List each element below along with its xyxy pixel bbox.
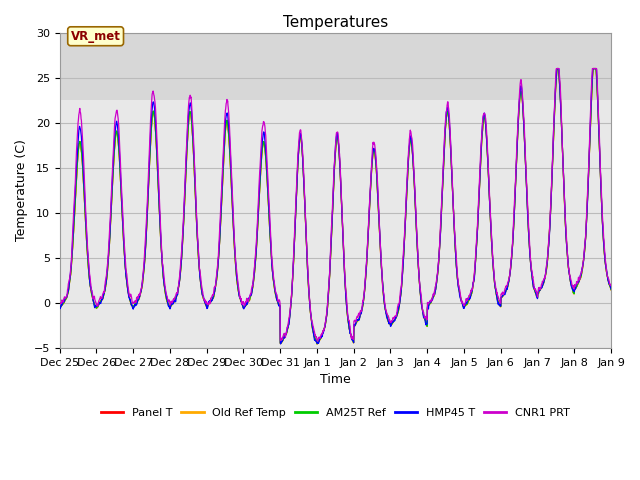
CNR1 PRT <box>607 283 615 288</box>
AM25T Ref <box>607 287 615 292</box>
AM25T Ref <box>574 280 582 286</box>
CNR1 PRT <box>364 243 371 249</box>
Line: AM25T Ref: AM25T Ref <box>60 69 611 344</box>
HMP45 T <box>351 321 359 327</box>
HMP45 T <box>574 279 582 285</box>
AM25T Ref <box>313 341 321 347</box>
HMP45 T <box>209 292 217 298</box>
AM25T Ref <box>351 322 359 327</box>
Panel T <box>554 66 561 72</box>
Title: Temperatures: Temperatures <box>283 15 388 30</box>
HMP45 T <box>607 286 615 292</box>
Panel T <box>574 280 582 286</box>
Old Ref Temp <box>607 287 615 293</box>
Panel T <box>209 295 217 300</box>
Line: Panel T: Panel T <box>60 69 611 344</box>
Text: VR_met: VR_met <box>70 30 120 43</box>
CNR1 PRT <box>314 338 322 344</box>
Line: Old Ref Temp: Old Ref Temp <box>60 69 611 344</box>
Line: HMP45 T: HMP45 T <box>60 69 611 344</box>
AM25T Ref <box>209 294 217 300</box>
AM25T Ref <box>559 156 566 162</box>
CNR1 PRT <box>496 298 504 304</box>
Old Ref Temp <box>351 322 359 328</box>
HMP45 T <box>56 304 63 310</box>
CNR1 PRT <box>559 156 566 161</box>
Legend: Panel T, Old Ref Temp, AM25T Ref, HMP45 T, CNR1 PRT: Panel T, Old Ref Temp, AM25T Ref, HMP45 … <box>97 404 574 423</box>
Panel T <box>313 341 321 347</box>
Panel T <box>351 322 359 327</box>
Old Ref Temp <box>364 248 371 253</box>
HMP45 T <box>559 155 566 161</box>
Old Ref Temp <box>574 281 582 287</box>
HMP45 T <box>276 341 284 347</box>
CNR1 PRT <box>574 277 582 283</box>
Panel T <box>559 156 566 162</box>
CNR1 PRT <box>552 66 560 72</box>
X-axis label: Time: Time <box>320 373 351 386</box>
HMP45 T <box>496 303 504 309</box>
Old Ref Temp <box>209 295 217 300</box>
Old Ref Temp <box>56 305 63 311</box>
Old Ref Temp <box>496 303 504 309</box>
CNR1 PRT <box>56 301 63 307</box>
HMP45 T <box>553 66 561 72</box>
HMP45 T <box>364 244 371 250</box>
AM25T Ref <box>364 247 371 253</box>
Panel T <box>496 302 504 308</box>
AM25T Ref <box>56 304 63 310</box>
Line: CNR1 PRT: CNR1 PRT <box>60 69 611 341</box>
Old Ref Temp <box>313 341 321 347</box>
CNR1 PRT <box>209 291 217 297</box>
Old Ref Temp <box>554 66 561 72</box>
Old Ref Temp <box>559 156 566 162</box>
Panel T <box>56 304 63 310</box>
Panel T <box>607 287 615 292</box>
Y-axis label: Temperature (C): Temperature (C) <box>15 139 28 241</box>
CNR1 PRT <box>351 318 359 324</box>
Bar <box>60 33 611 100</box>
Panel T <box>364 247 371 253</box>
AM25T Ref <box>496 302 504 308</box>
AM25T Ref <box>554 66 561 72</box>
